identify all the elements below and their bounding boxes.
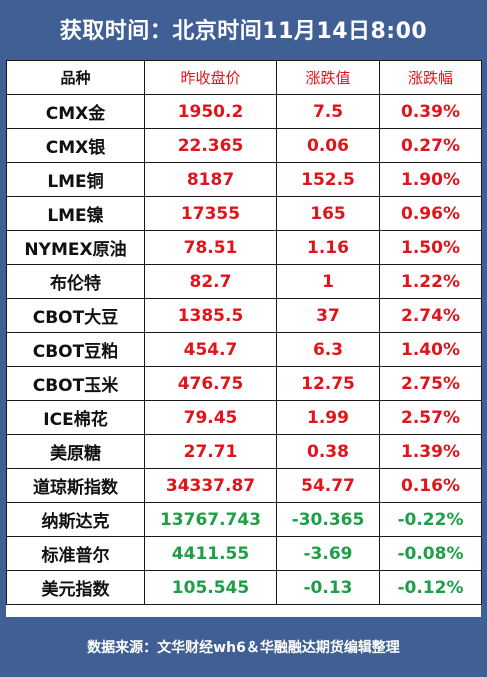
cell-name: 道琼斯指数 xyxy=(6,468,145,503)
cell-pct: 2.57% xyxy=(379,400,482,435)
cell-change: 1.99 xyxy=(276,400,380,435)
cell-change: -0.13 xyxy=(276,570,380,605)
cell-pct: -0.22% xyxy=(379,502,482,537)
data-source-note: 数据来源：文华财经wh6＆华融融达期货编辑整理 xyxy=(87,640,400,656)
table-body: CMX金 1950.2 7.5 0.39% CMX银 22.365 0.06 0.27% LME… xyxy=(6,94,482,605)
cell-close: 78.51 xyxy=(144,230,277,265)
header-title: 获取时间：北京时间11月14日8:00 xyxy=(59,19,428,44)
table-row: 纳斯达克 13767.743 -30.365 -0.22% xyxy=(6,502,482,537)
cell-close: 8187 xyxy=(144,162,277,197)
table-row: ICE棉花 79.45 1.99 2.57% xyxy=(6,400,482,435)
cell-change: 165 xyxy=(276,196,380,231)
cell-pct: 1.50% xyxy=(379,230,482,265)
table-row: 美元指数 105.545 -0.13 -0.12% xyxy=(6,570,482,605)
cell-close: 17355 xyxy=(144,196,277,231)
cell-name: CBOT豆粕 xyxy=(6,332,145,367)
cell-close: 22.365 xyxy=(144,128,277,163)
cell-name: 美原糖 xyxy=(6,434,145,469)
cell-change: 1 xyxy=(276,264,380,299)
cell-close: 13767.743 xyxy=(144,502,277,537)
table-row: CBOT大豆 1385.5 37 2.74% xyxy=(6,298,482,333)
cell-name: CMX银 xyxy=(6,128,145,163)
cell-pct: -0.12% xyxy=(379,570,482,605)
cell-change: -3.69 xyxy=(276,536,380,571)
quote-table-container: 品种 昨收盘价 涨跌值 涨跌幅 CMX金 1950.2 7.5 0.39% CMX银 22… xyxy=(6,60,482,617)
cell-change: 6.3 xyxy=(276,332,380,367)
cell-change: 0.06 xyxy=(276,128,380,163)
column-header-change: 涨跌值 xyxy=(276,60,380,95)
cell-pct: -0.08% xyxy=(379,536,482,571)
cell-change: 1.16 xyxy=(276,230,380,265)
cell-name: 标准普尔 xyxy=(6,536,145,571)
table-row: 美原糖 27.71 0.38 1.39% xyxy=(6,434,482,469)
table-row: CMX金 1950.2 7.5 0.39% xyxy=(6,94,482,129)
cell-pct: 2.75% xyxy=(379,366,482,401)
table-row: LME铜 8187 152.5 1.90% xyxy=(6,162,482,197)
cell-name: CBOT玉米 xyxy=(6,366,145,401)
table-row: CBOT豆粕 454.7 6.3 1.40% xyxy=(6,332,482,367)
column-header-pct: 涨跌幅 xyxy=(379,60,482,95)
cell-pct: 1.40% xyxy=(379,332,482,367)
cell-close: 105.545 xyxy=(144,570,277,605)
cell-pct: 1.39% xyxy=(379,434,482,469)
cell-close: 454.7 xyxy=(144,332,277,367)
cell-change: 152.5 xyxy=(276,162,380,197)
cell-change: 54.77 xyxy=(276,468,380,503)
cell-close: 1385.5 xyxy=(144,298,277,333)
table-row: NYMEX原油 78.51 1.16 1.50% xyxy=(6,230,482,265)
cell-name: 布伦特 xyxy=(6,264,145,299)
cell-close: 476.75 xyxy=(144,366,277,401)
cell-pct: 0.16% xyxy=(379,468,482,503)
table-row: CBOT玉米 476.75 12.75 2.75% xyxy=(6,366,482,401)
cell-change: 0.38 xyxy=(276,434,380,469)
cell-name: 纳斯达克 xyxy=(6,502,145,537)
cell-pct: 0.27% xyxy=(379,128,482,163)
table-row: 布伦特 82.7 1 1.22% xyxy=(6,264,482,299)
cell-close: 1950.2 xyxy=(144,94,277,129)
cell-close: 79.45 xyxy=(144,400,277,435)
cell-name: LME铜 xyxy=(6,162,145,197)
cell-change: 12.75 xyxy=(276,366,380,401)
table-row: 道琼斯指数 34337.87 54.77 0.16% xyxy=(6,468,482,503)
table-header-row: 品种 昨收盘价 涨跌值 涨跌幅 xyxy=(6,60,482,95)
cell-close: 34337.87 xyxy=(144,468,277,503)
quote-table: 品种 昨收盘价 涨跌值 涨跌幅 CMX金 1950.2 7.5 0.39% CMX银 22… xyxy=(6,60,482,605)
table-row: 标准普尔 4411.55 -3.69 -0.08% xyxy=(6,536,482,571)
cell-pct: 2.74% xyxy=(379,298,482,333)
cell-pct: 0.39% xyxy=(379,94,482,129)
cell-change: 37 xyxy=(276,298,380,333)
cell-change: 7.5 xyxy=(276,94,380,129)
column-header-close: 昨收盘价 xyxy=(144,60,277,95)
table-row: CMX银 22.365 0.06 0.27% xyxy=(6,128,482,163)
cell-name: CBOT大豆 xyxy=(6,298,145,333)
cell-name: ICE棉花 xyxy=(6,400,145,435)
column-header-name: 品种 xyxy=(6,60,145,95)
table-row: LME镍 17355 165 0.96% xyxy=(6,196,482,231)
cell-close: 4411.55 xyxy=(144,536,277,571)
cell-name: NYMEX原油 xyxy=(6,230,145,265)
cell-name: CMX金 xyxy=(6,94,145,129)
cell-pct: 1.90% xyxy=(379,162,482,197)
cell-name: 美元指数 xyxy=(6,570,145,605)
cell-pct: 0.96% xyxy=(379,196,482,231)
cell-change: -30.365 xyxy=(276,502,380,537)
cell-name: LME镍 xyxy=(6,196,145,231)
cell-close: 27.71 xyxy=(144,434,277,469)
cell-pct: 1.22% xyxy=(379,264,482,299)
cell-close: 82.7 xyxy=(144,264,277,299)
